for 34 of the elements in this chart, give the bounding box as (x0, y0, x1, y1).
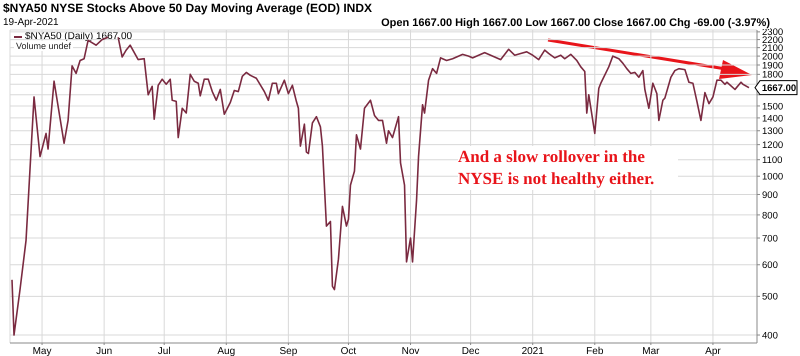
x-tick-label: Aug (217, 346, 236, 356)
y-tick-label: 900 (762, 190, 778, 201)
legend-label: $NYA50 (Daily) 1667.00 (24, 31, 132, 42)
text: Open 1667.00 High 1667.00 Low 1667.00 Close 1667.00 Chg -69.00 (-3.97%) (381, 17, 770, 29)
y-tick-label: 500 (762, 292, 778, 303)
x-tick-label: Mar (642, 346, 660, 356)
x-tick-label: Apr (705, 346, 722, 356)
y-tick-label: 1900 (762, 60, 784, 72)
y-tick-label: 1800 (762, 70, 784, 81)
annotation: 1667.00 (762, 83, 796, 94)
x-tick-label: Feb (586, 346, 604, 356)
x-tick-label: May (32, 346, 52, 356)
annotation: And a slow rollover in the NYSE is not healthy either. (458, 146, 678, 190)
y-tick-label: 800 (762, 210, 778, 222)
x-tick-label: Oct (340, 346, 356, 356)
y-tick-label: 1500 (762, 101, 784, 112)
y-tick-label: 400 (762, 330, 778, 342)
y-tick-label: 1100 (762, 155, 782, 166)
x-tick-label: 2021 (522, 346, 544, 356)
y-tick-label: 1400 (762, 113, 784, 124)
y-tick-label: 2000 (762, 51, 784, 62)
x-tick-label: Nov (402, 346, 420, 356)
chart-title: $NYA50 NYSE Stocks Above 50 Day Moving Average (EOD) INDX (3, 1, 372, 15)
y-tick-label: 700 (762, 233, 778, 244)
x-tick-label: Jul (158, 346, 171, 356)
y-tick-label: 600 (762, 260, 778, 272)
y-tick-label: 1200 (762, 140, 784, 151)
x-tick-label: Dec (462, 346, 480, 356)
x-tick-label: Sep (279, 346, 298, 356)
chart-subtitle: 19-Apr-2021 (3, 17, 59, 28)
y-tick-label: 1300 (762, 126, 784, 138)
x-tick-label: Jun (96, 346, 112, 356)
annotation: Volume undef (14, 41, 74, 51)
y-tick-label: 1000 (762, 172, 784, 183)
